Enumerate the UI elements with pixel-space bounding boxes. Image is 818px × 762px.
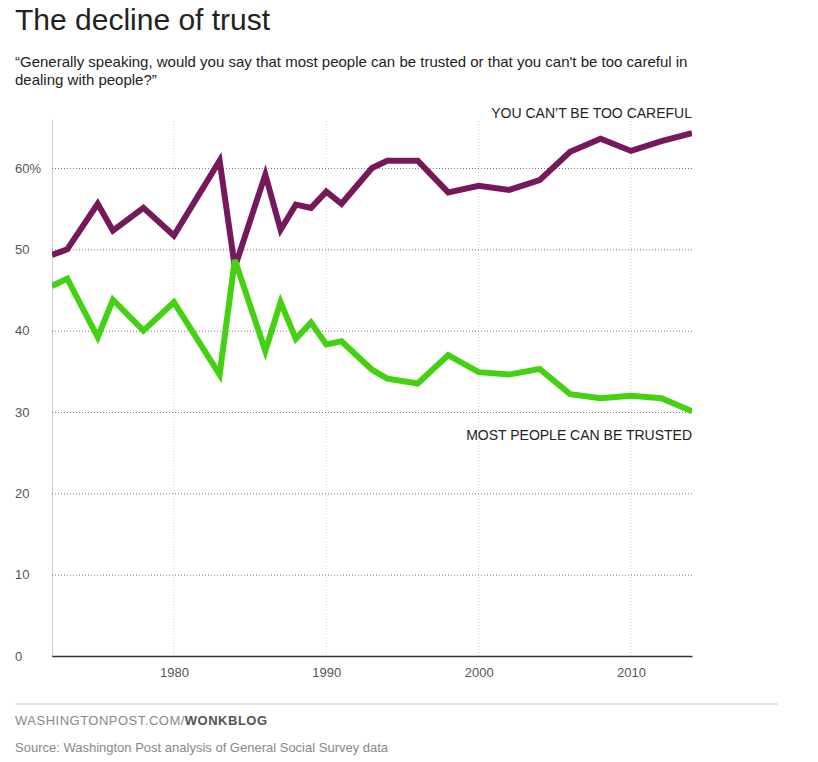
y-tick-label: 40 [15,323,29,338]
x-tick: 1980 [160,656,189,680]
y-tick-label: 0 [15,649,22,664]
y-grid-line [52,412,692,413]
subtitle: dealing with people?” [15,71,157,88]
series-label: YOU CAN’T BE TOO CAREFUL [491,105,692,121]
x-axis: 1980 1990 2000 2010 [53,656,693,680]
footer-rule [15,704,778,705]
x-grid-line [173,119,174,656]
y-grid-line [52,656,692,657]
y-tick-label: 50 [15,242,29,257]
series-line [52,133,692,267]
source: Source: Washington Post analysis of Gene… [15,740,389,755]
title: The decline of trust [15,3,271,36]
subtitle: “Generally speaking, would you say that … [15,53,687,70]
chart: The decline of trust “Generally speaking,… [0,0,818,762]
y-axis-line [52,120,53,657]
x-tick: 2000 [465,656,494,680]
x-tick: 1990 [312,656,341,680]
y-tick: 40 [15,323,692,338]
x-tick: 2010 [617,656,646,680]
y-axis: 0 10 20 30 40 50 60% [15,120,692,664]
x-tick-label: 2000 [465,665,494,680]
x-axis-line [53,656,693,658]
y-tick: 20 [15,486,692,501]
background [0,0,818,762]
y-grid-line [52,249,692,250]
y-grid-line [52,493,692,494]
y-tick: 0 [15,649,692,664]
series-line [52,260,692,411]
x-tick-label: 1980 [160,665,189,680]
x-tick-label: 1990 [312,665,341,680]
credit: WASHINGTONPOST.COM/WONKBLOG [15,713,268,728]
y-tick: 50 [15,242,692,257]
y-tick-label: 60% [15,161,41,176]
series-label: MOST PEOPLE CAN BE TRUSTED [466,427,692,443]
y-grid-line [52,331,692,332]
credit-part: WONKBLOG [185,713,268,728]
y-tick-label: 10 [15,567,29,582]
y-tick-label: 20 [15,486,29,501]
y-tick: 30 [15,405,692,420]
credit-part: WASHINGTONPOST.COM/ [15,713,185,728]
y-tick-label: 30 [15,405,29,420]
y-grid-line [52,575,692,576]
x-tick-label: 2010 [617,665,646,680]
plot-area [52,133,692,411]
y-tick: 10 [15,567,692,582]
y-tick: 60% [15,161,692,176]
